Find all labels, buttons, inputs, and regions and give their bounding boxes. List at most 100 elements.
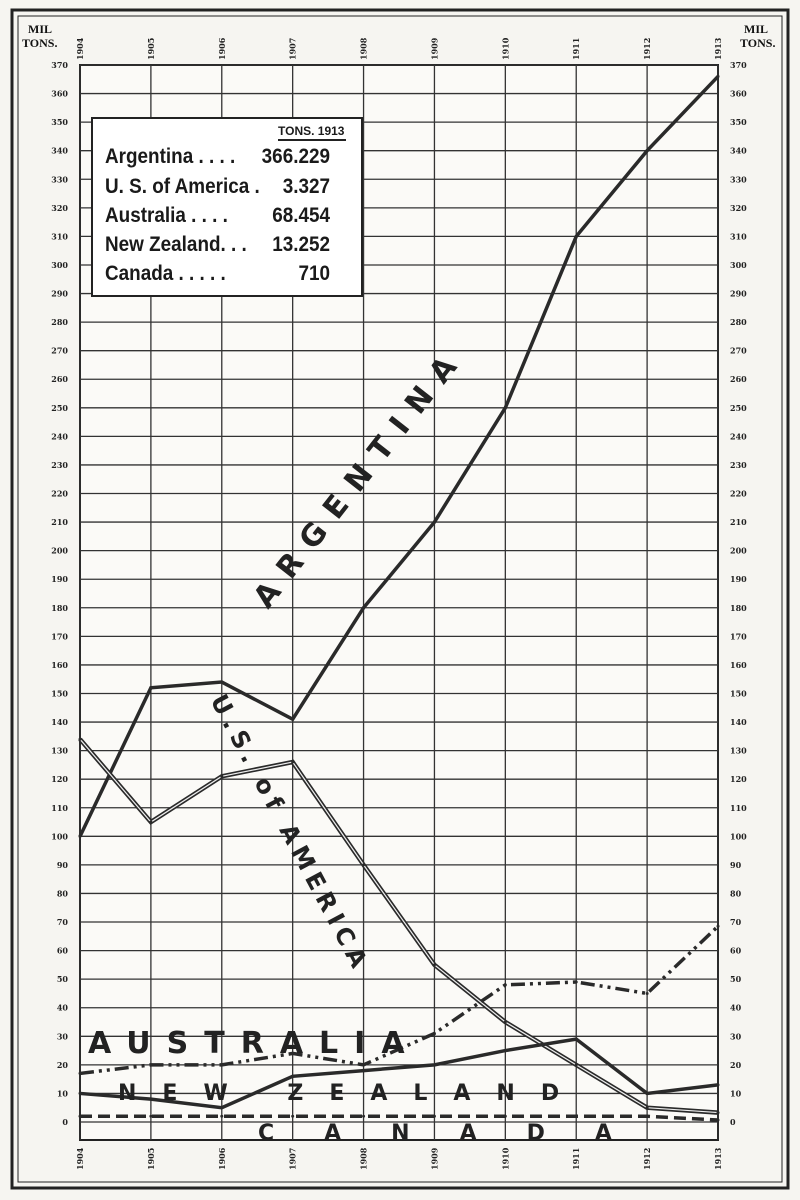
series-line-inner (79, 738, 719, 1114)
y-tick-label-left: 30 (57, 1031, 69, 1041)
data-point (220, 1063, 224, 1067)
data-point (362, 1069, 366, 1073)
y-tick-label-right: 10 (730, 1088, 742, 1098)
y-tick-label-right: 70 (730, 917, 742, 927)
legend-label: Australia . . . . (105, 204, 228, 227)
y-tick-label-left: 110 (51, 803, 68, 813)
data-point (220, 680, 224, 684)
y-tick-label-right: 30 (730, 1031, 742, 1041)
x-tick-label-bottom: 1913 (713, 1147, 723, 1170)
y-tick-label-left: 370 (51, 60, 68, 70)
data-point (78, 1091, 82, 1095)
series-line-canada (80, 1114, 719, 1122)
x-tick-label-top: 1908 (359, 37, 369, 60)
legend-value: 68.454 (272, 204, 330, 227)
y-tick-label-right: 150 (730, 688, 747, 698)
y-tick-label-left: 130 (51, 746, 68, 756)
series-line-australia (79, 925, 720, 1076)
y-tick-label-left: 150 (51, 688, 68, 698)
data-point (362, 606, 366, 610)
y-tick-label-right: 360 (730, 89, 747, 99)
y-unit-left-1: MIL (28, 22, 52, 36)
y-tick-label-left: 120 (51, 774, 68, 784)
y-tick-label-left: 220 (51, 489, 68, 499)
legend-value: 710 (298, 262, 330, 285)
data-point (291, 1074, 295, 1078)
data-point (503, 406, 507, 410)
y-tick-label-left: 170 (51, 631, 68, 641)
legend-row: Argentina . . . . 366.229 (105, 145, 330, 169)
y-tick-label-right: 340 (730, 146, 747, 156)
x-tick-label-top: 1905 (146, 38, 156, 60)
y-tick-label-right: 80 (730, 888, 742, 898)
y-tick-label-right: 350 (730, 117, 747, 127)
data-point (503, 1114, 507, 1118)
y-tick-label-left: 40 (57, 1003, 69, 1013)
label-canada: CANADA (258, 1121, 662, 1146)
y-tick-label-left: 70 (57, 917, 69, 927)
data-point (645, 1114, 649, 1118)
data-point (362, 1063, 366, 1067)
data-point (716, 1118, 720, 1122)
x-tick-label-top: 1911 (571, 38, 581, 60)
y-tick-label-left: 330 (51, 174, 68, 184)
legend-row: Canada . . . . . 710 (105, 262, 330, 286)
y-tick-label-right: 250 (730, 403, 747, 413)
x-tick-label-bottom: 1911 (571, 1148, 581, 1170)
y-tick-label-left: 350 (51, 117, 68, 127)
y-tick-label-left: 200 (51, 546, 68, 556)
y-tick-label-left: 290 (51, 289, 68, 299)
x-tick-label-top: 1907 (288, 38, 298, 60)
y-unit-right-1: MIL (744, 22, 768, 36)
y-tick-label-right: 130 (730, 746, 747, 756)
data-point (149, 1114, 153, 1118)
data-point (432, 1114, 436, 1118)
y-tick-label-left: 250 (51, 403, 68, 413)
y-tick-label-left: 240 (51, 431, 68, 441)
legend: TONS. 1913 Argentina . . . . 366.229 U. S… (91, 117, 363, 297)
data-point (220, 774, 224, 778)
y-tick-label-left: 320 (51, 203, 68, 213)
y-unit-right-2: TONS. (740, 36, 775, 50)
x-tick-label-top: 1906 (217, 37, 227, 60)
y-tick-label-right: 210 (730, 517, 747, 527)
legend-value: 13.252 (272, 233, 330, 256)
y-tick-label-right: 260 (730, 374, 747, 384)
x-tick-label-bottom: 1909 (429, 1147, 439, 1170)
y-tick-label-right: 200 (730, 546, 747, 556)
data-point (716, 1083, 720, 1087)
data-point (574, 1063, 578, 1067)
y-tick-label-right: 240 (730, 431, 747, 441)
data-point (220, 1114, 224, 1118)
data-point (574, 234, 578, 238)
y-unit-left-2: TONS. (22, 36, 57, 50)
y-tick-label-left: 300 (51, 260, 68, 270)
data-point (645, 1091, 649, 1095)
x-tick-label-bottom: 1904 (75, 1147, 85, 1170)
y-tick-label-right: 370 (730, 60, 747, 70)
x-tick-label-bottom: 1908 (359, 1147, 369, 1170)
series-line-new-zealand (79, 1037, 719, 1110)
y-tick-label-right: 300 (730, 260, 747, 270)
data-point (149, 820, 153, 824)
legend-label: Argentina . . . . (105, 145, 236, 168)
x-tick-label-top: 1910 (500, 37, 510, 60)
y-tick-label-right: 60 (730, 946, 742, 956)
data-point (291, 717, 295, 721)
x-tick-label-bottom: 1907 (288, 1148, 298, 1170)
data-point (503, 1020, 507, 1024)
y-tick-label-left: 280 (51, 317, 68, 327)
data-point (645, 1106, 649, 1110)
y-tick-label-right: 170 (730, 631, 747, 641)
data-point (645, 991, 649, 995)
y-tick-label-left: 270 (51, 346, 68, 356)
y-tick-label-right: 230 (730, 460, 747, 470)
legend-row: U. S. of America . 3.327 (105, 175, 330, 199)
y-tick-label-right: 20 (730, 1060, 742, 1070)
legend-header: TONS. 1913 (278, 124, 347, 141)
legend-label: U. S. of America . (105, 175, 260, 198)
y-tick-label-left: 60 (57, 946, 69, 956)
data-point (291, 760, 295, 764)
data-point (432, 520, 436, 524)
